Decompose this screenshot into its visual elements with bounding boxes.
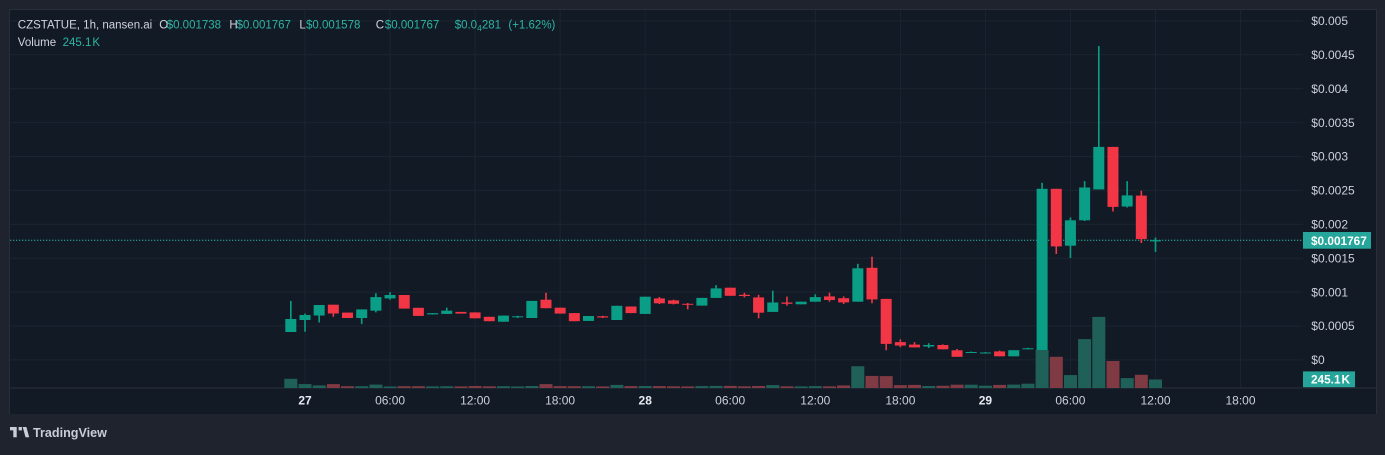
svg-text:06:00: 06:00 [375,393,405,407]
svg-text:$0.0035: $0.0035 [1311,116,1355,130]
svg-text:$0.005: $0.005 [1311,14,1348,28]
svg-text:12:00: 12:00 [460,393,490,407]
svg-text:27: 27 [298,393,312,407]
svg-text:$0.001578: $0.001578 [306,20,360,32]
svg-text:$0.001767: $0.001767 [1311,234,1367,248]
svg-text:$0.0005: $0.0005 [1311,319,1355,333]
svg-text:$0.0015: $0.0015 [1311,251,1355,265]
svg-text:18:00: 18:00 [545,393,575,407]
svg-text:O: O [159,20,168,32]
svg-text:06:00: 06:00 [1055,393,1085,407]
svg-text:$0.04281: $0.04281 [455,20,501,33]
svg-text:Volume: Volume [18,37,56,49]
svg-text:$0.001: $0.001 [1311,285,1348,299]
svg-text:$0.004: $0.004 [1311,82,1348,96]
svg-text:29: 29 [979,393,993,407]
svg-text:CZSTATUE, 1h, nansen.ai: CZSTATUE, 1h, nansen.ai [18,20,152,32]
svg-text:245.1 K: 245.1 K [1311,373,1351,387]
svg-text:12:00: 12:00 [1140,393,1170,407]
svg-text:28: 28 [639,393,653,407]
svg-text:$0.003: $0.003 [1311,150,1348,164]
svg-text:18:00: 18:00 [885,393,915,407]
svg-text:06:00: 06:00 [715,393,745,407]
svg-text:TradingView: TradingView [33,426,107,440]
svg-text:(+1.62%): (+1.62%) [508,20,555,32]
svg-text:$0.001738: $0.001738 [167,20,221,32]
svg-text:$0.002: $0.002 [1311,218,1348,232]
svg-text:C: C [376,20,384,32]
svg-text:$0.0045: $0.0045 [1311,48,1355,62]
svg-text:L: L [299,20,306,32]
svg-text:$0.0025: $0.0025 [1311,184,1355,198]
svg-text:$0.001767: $0.001767 [385,20,439,32]
svg-text:245.1 K: 245.1 K [63,37,101,49]
svg-text:$0.001767: $0.001767 [237,20,291,32]
svg-text:18:00: 18:00 [1225,393,1255,407]
svg-text:12:00: 12:00 [800,393,830,407]
svg-text:$0: $0 [1311,353,1325,367]
svg-text:H: H [229,20,237,32]
